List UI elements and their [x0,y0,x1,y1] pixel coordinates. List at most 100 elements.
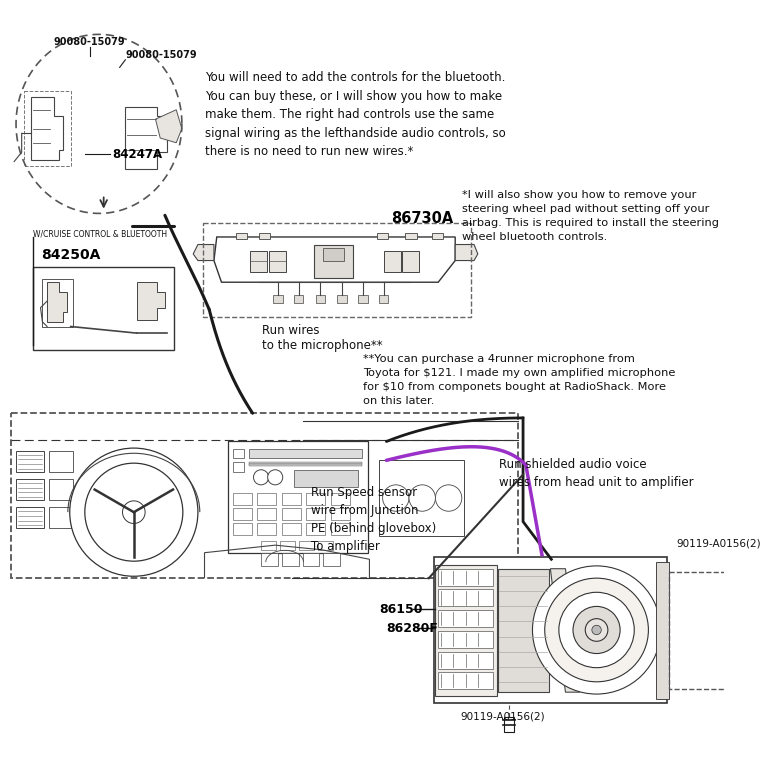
Bar [16,451,45,472]
Bar [435,565,497,696]
Bar [282,508,300,520]
Text: Run shielded audio voice
wires from head unit to amplifier: Run shielded audio voice wires from head… [499,458,694,488]
Bar [282,524,300,535]
Circle shape [84,463,183,561]
Bar [12,413,518,578]
Circle shape [585,619,608,641]
Bar [316,296,325,303]
Text: W/CRUISE CONTROL & BLUETOOTH: W/CRUISE CONTROL & BLUETOOTH [33,230,167,238]
Bar [294,470,358,487]
Bar [439,611,493,627]
Bar [306,524,325,535]
Polygon shape [47,282,67,322]
Circle shape [70,448,198,576]
Polygon shape [125,107,167,169]
Bar [261,553,278,566]
Bar [49,451,72,472]
Bar [42,280,72,326]
Bar [282,553,299,566]
Bar [280,541,295,550]
Bar [233,493,252,505]
Bar [306,508,325,520]
Circle shape [435,485,462,511]
Bar [49,479,72,500]
Text: Run Speed sensor
wire from Junction
PE (behind glovebox)
To amplifier: Run Speed sensor wire from Junction PE (… [311,486,436,553]
Bar [303,553,319,566]
Text: *I will also show you how to remove your
steering wheel pad without setting off : *I will also show you how to remove your… [462,190,719,242]
Circle shape [123,501,145,524]
Bar [16,479,45,500]
Bar [299,541,314,550]
Bar [49,508,72,528]
Bar [432,233,443,239]
Circle shape [573,607,620,654]
Bar [323,553,340,566]
Bar [439,673,493,690]
Bar [383,251,401,272]
Bar [233,462,244,472]
Bar [314,244,353,277]
Bar [282,493,300,505]
Polygon shape [155,110,182,143]
Bar [498,569,549,692]
Circle shape [592,625,601,634]
Bar [358,296,368,303]
Bar [331,493,349,505]
Text: 90119-A0156(2): 90119-A0156(2) [460,711,545,721]
Circle shape [268,470,283,485]
Bar [439,652,493,669]
Bar [273,296,283,303]
Bar [433,558,667,703]
Polygon shape [551,569,580,692]
Text: 86150: 86150 [379,603,422,616]
Text: 86730A: 86730A [391,210,453,226]
Bar [318,541,333,550]
Bar [669,571,726,690]
Bar [259,233,270,239]
Bar [439,590,493,607]
Polygon shape [31,98,63,160]
Bar [439,569,493,586]
Bar [236,233,247,239]
Text: You will need to add the controls for the bluetooth.
You can buy these, or I wil: You will need to add the controls for th… [206,71,506,158]
Bar [249,464,362,466]
Circle shape [382,485,409,511]
Bar [406,233,416,239]
Bar [233,449,244,458]
Bar [261,541,276,550]
Circle shape [733,537,746,550]
Bar [439,631,493,648]
Circle shape [532,566,660,694]
Text: Run wires
to the microphone**: Run wires to the microphone** [262,323,382,352]
Bar [331,524,349,535]
Text: 86280F: 86280F [386,621,439,634]
Bar [249,462,362,464]
Circle shape [409,485,435,511]
Circle shape [253,470,269,485]
Bar [257,493,276,505]
Bar [379,296,389,303]
Bar [306,493,325,505]
Bar [249,449,362,458]
Bar [656,562,669,699]
Bar [33,267,174,350]
Text: 90080-15079: 90080-15079 [54,37,125,47]
Bar [233,524,252,535]
Polygon shape [194,244,214,260]
Text: **You can purchase a 4runner microphone from
Toyota for $121. I made my own ampl: **You can purchase a 4runner microphone … [362,354,675,406]
Bar [323,248,344,261]
Text: 90080-15079: 90080-15079 [125,50,197,60]
Circle shape [545,578,648,682]
Bar [269,251,286,272]
Circle shape [559,592,634,667]
Bar [250,251,266,272]
Bar [402,251,419,272]
Bar [16,508,45,528]
Bar [24,91,71,167]
Bar [505,717,514,732]
Bar [228,442,368,553]
Text: 84250A: 84250A [41,248,101,263]
Bar [257,524,276,535]
Bar [337,296,347,303]
Bar [233,508,252,520]
